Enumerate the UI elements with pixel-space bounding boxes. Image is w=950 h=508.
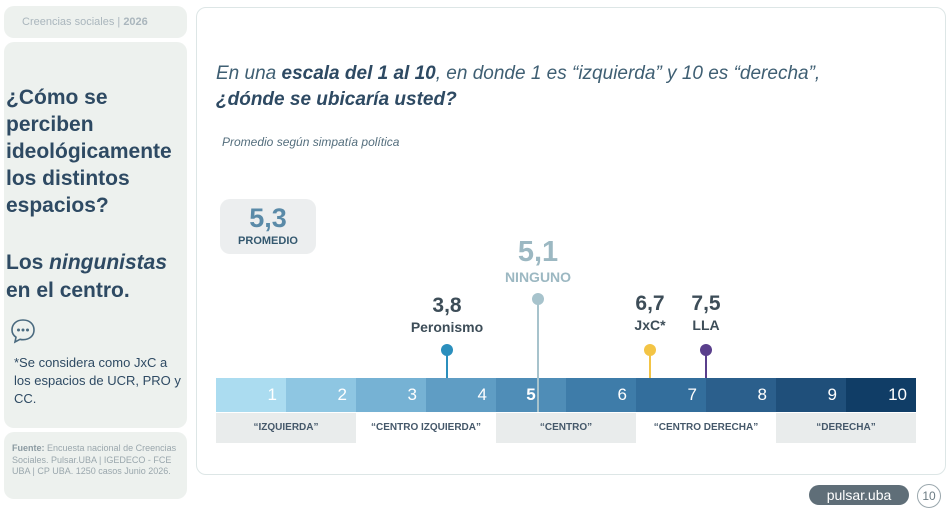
point-ninguno: 5,1 NINGUNO	[483, 236, 593, 412]
source-label: Fuente:	[12, 443, 45, 453]
point-stem	[446, 350, 448, 378]
point-value-label: 6,7	[635, 292, 665, 315]
point-stem	[705, 350, 707, 378]
chart-subtitle: Promedio según simpatía política	[222, 135, 400, 149]
question-part4: ¿dónde se ubicaría usted?	[216, 89, 457, 110]
point-marker	[532, 293, 544, 305]
question-part2: escala del 1 al 10	[281, 63, 436, 84]
point-name-label: Peronismo	[410, 319, 484, 335]
scale-cell-2: 2	[286, 378, 356, 412]
category-label: “CENTRO IZQUIERDA”	[371, 422, 481, 433]
side-note: *Se considera como JxC a los espacios de…	[14, 355, 181, 406]
point-marker	[644, 344, 656, 356]
point-name-label: NINGUNO	[504, 269, 572, 285]
point-name-label: JxC*	[634, 317, 666, 333]
scale-cell-6: 6	[566, 378, 636, 412]
scale-cell-9: 9	[776, 378, 846, 412]
question-part1: En una	[216, 63, 282, 84]
side-subtitle-pre: Los	[6, 251, 50, 274]
point-stem	[649, 350, 651, 378]
scale-cell-5: 5	[496, 378, 566, 412]
point-name-label: LLA	[692, 317, 720, 333]
point-lla: 7,5 LLA	[651, 292, 761, 378]
scale-cell-1: 1	[216, 378, 286, 412]
category-label: “DERECHA”	[776, 413, 916, 443]
point-peronismo: 3,8 Peronismo	[392, 294, 502, 378]
source-text: Fuente: Encuesta nacional de Creencias S…	[12, 443, 178, 478]
point-value-label: 5,1	[517, 236, 559, 268]
side-title: ¿Cómo se perciben ideológicamente los di…	[6, 86, 172, 217]
category-label: “IZQUIERDA”	[216, 413, 356, 443]
scale-cell-3: 3	[356, 378, 426, 412]
header-text: Creencias sociales	[22, 16, 115, 28]
scale-cell-4: 4	[426, 378, 496, 412]
scale-cell-10: 10	[846, 378, 916, 412]
promedio-label: PROMEDIO	[238, 235, 298, 247]
point-value-label: 3,8	[432, 294, 462, 317]
side-panel	[4, 42, 187, 428]
header-year: 2026	[123, 16, 148, 28]
category-label: “CENTRO”	[496, 413, 636, 443]
header-panel: Creencias sociales | 2026	[4, 6, 187, 38]
category-label: “CENTRO DERECHA”	[653, 422, 759, 433]
side-subtitle-post: en el centro.	[6, 279, 130, 302]
header-label: Creencias sociales | 2026	[22, 16, 148, 28]
source-body: Encuesta nacional de Creencias Sociales.…	[12, 443, 177, 476]
brand-logo: pulsar.uba	[809, 485, 909, 505]
point-marker	[700, 344, 712, 356]
promedio-value: 5,3	[249, 203, 287, 233]
chat-bubble-icon	[11, 319, 35, 344]
page-number: 10	[917, 484, 941, 508]
side-subtitle-em: ningunistas	[49, 251, 168, 274]
side-subtitle: Los ningunistas en el centro.	[6, 249, 188, 305]
scale-cell-8: 8	[706, 378, 776, 412]
question-part3: , en donde 1 es “izquierda” y 10 es “der…	[435, 63, 821, 84]
promedio-box: 5,3 PROMEDIO	[220, 199, 316, 254]
point-stem	[537, 299, 539, 412]
scale-cell-7: 7	[636, 378, 706, 412]
point-marker	[441, 344, 453, 356]
point-value-label: 7,5	[691, 292, 721, 315]
source-panel	[4, 432, 187, 499]
point-jxc: 6,7 JxC*	[595, 292, 705, 378]
question-title: En una escala del 1 al 10, en donde 1 es…	[216, 61, 916, 113]
